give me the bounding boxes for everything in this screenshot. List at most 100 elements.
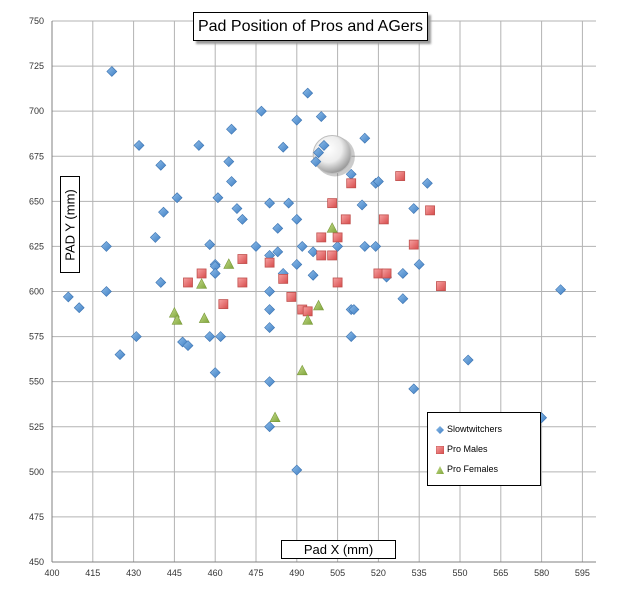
slowtwitcher-point (348, 304, 360, 315)
slowtwitcher-point (171, 192, 183, 204)
slowtwitcher-point (272, 246, 284, 258)
pro-male-point (436, 281, 446, 291)
slowtwitcher-point (256, 105, 267, 117)
legend-diamond-marker (436, 425, 444, 434)
slowtwitcher-point (318, 140, 330, 151)
x-tick-label: 490 (289, 568, 304, 578)
x-tick-label: 445 (167, 568, 182, 578)
legend: Slowtwitchers Pro Males Pro Females (427, 412, 541, 486)
pro-female-point (171, 314, 183, 325)
pro-male-point (278, 273, 289, 284)
slowtwitcher-point (296, 240, 308, 252)
slowtwitcher-point (359, 132, 371, 144)
x-tick-label: 550 (452, 568, 467, 578)
y-axis-label-box: PAD Y (mm) (60, 176, 80, 273)
y-tick-label: 450 (29, 557, 44, 567)
slowtwitcher-point (133, 140, 145, 151)
pro-male-point (332, 277, 343, 288)
x-tick-label: 475 (248, 568, 263, 578)
y-tick-label: 550 (29, 377, 44, 387)
pro-male-point (237, 277, 248, 288)
x-tick-label: 520 (371, 568, 386, 578)
legend-triangle-marker (436, 465, 444, 474)
chart-title: Pad Position of Pros and AGers (193, 12, 428, 41)
slowtwitcher-point (155, 159, 167, 171)
slowtwitcher-point (272, 222, 284, 234)
pro-female-point (296, 364, 308, 376)
slowtwitcher-point (313, 147, 324, 159)
y-tick-label: 750 (29, 16, 44, 26)
pro-male-point (183, 277, 193, 288)
pro-female-point (223, 258, 235, 269)
legend-label-pro-males: Pro Males (447, 444, 488, 454)
x-axis-label: Pad X (mm) (281, 540, 396, 559)
slowtwitcher-point (283, 197, 295, 209)
slowtwitcher-point (250, 240, 262, 252)
y-tick-label: 525 (29, 422, 44, 432)
slowtwitcher-point (372, 176, 384, 187)
slowtwitcher-point (264, 376, 276, 388)
slowtwitcher-point (215, 331, 227, 343)
pro-male-point (264, 257, 275, 268)
x-tick-label: 595 (575, 568, 590, 578)
legend-entry-pro-males: Pro Males (435, 443, 488, 455)
slowtwitcher-point (421, 177, 433, 189)
slowtwitcher-point (204, 239, 216, 251)
pro-male-point (381, 268, 392, 279)
slowtwitcher-point (114, 349, 126, 361)
slowtwitcher-point (130, 331, 142, 343)
slowtwitcher-point (307, 246, 319, 258)
y-tick-labels: 450 475 500 525 550 575 600 625 650 675 700 725 750 (29, 16, 44, 567)
slowtwitcher-point (209, 268, 221, 279)
slowtwitcher-point (408, 203, 420, 214)
legend-entry-slowtwitchers: Slowtwitchers (436, 423, 502, 435)
y-tick-label: 600 (29, 287, 44, 297)
y-tick-label: 500 (29, 467, 44, 477)
pro-male-point (286, 292, 297, 302)
slowtwitcher-point (307, 269, 319, 281)
slowtwitcher-point (212, 192, 224, 204)
slowtwitcher-point (231, 203, 243, 214)
x-tick-label: 505 (330, 568, 345, 578)
slowtwitcher-point (277, 141, 289, 153)
slowtwitcher-point (291, 464, 303, 476)
slowtwitcher-point (264, 322, 276, 333)
x-tick-label: 415 (85, 568, 100, 578)
pro-female-point (198, 312, 210, 323)
slowtwitcher-point (345, 331, 357, 343)
pro-female-point (313, 299, 325, 311)
slowtwitcher-point (62, 291, 74, 303)
y-tick-label: 650 (29, 196, 44, 206)
pro-male-point (373, 268, 384, 279)
x-tick-label: 400 (44, 568, 59, 578)
slowtwitcher-point (264, 304, 276, 315)
slowtwitcher-point (236, 213, 248, 225)
slowtwitcher-point (209, 367, 221, 379)
slowtwitcher-point (397, 268, 409, 279)
slowtwitcher-point (100, 240, 112, 252)
slowtwitcher-point (226, 176, 237, 187)
legend-entry-pro-females: Pro Females (436, 463, 498, 475)
slowtwitcher-point (73, 302, 85, 314)
slowtwitcher-point (100, 286, 112, 297)
slowtwitcher-point (356, 199, 368, 211)
pro-male-point (316, 232, 327, 243)
pro-male-point (378, 214, 389, 225)
slowtwitcher-point (413, 259, 425, 270)
pro-male-point (218, 299, 229, 310)
slowtwitcher-point (315, 111, 327, 123)
slowtwitcher-point (555, 284, 567, 296)
slowtwitcher-point (462, 354, 474, 366)
slowtwitcher-point (332, 240, 344, 252)
x-tick-label: 580 (534, 568, 549, 578)
slowtwitcher-point (182, 340, 194, 352)
y-tick-label: 575 (29, 332, 44, 342)
pro-male-point (196, 268, 207, 279)
slowtwitcher-point (226, 123, 237, 135)
pro-male-point (395, 171, 406, 181)
slowtwitcher-point (291, 213, 303, 225)
data-points (62, 66, 567, 476)
slowtwitcher-point (264, 286, 276, 297)
slowtwitcher-point (310, 156, 322, 168)
